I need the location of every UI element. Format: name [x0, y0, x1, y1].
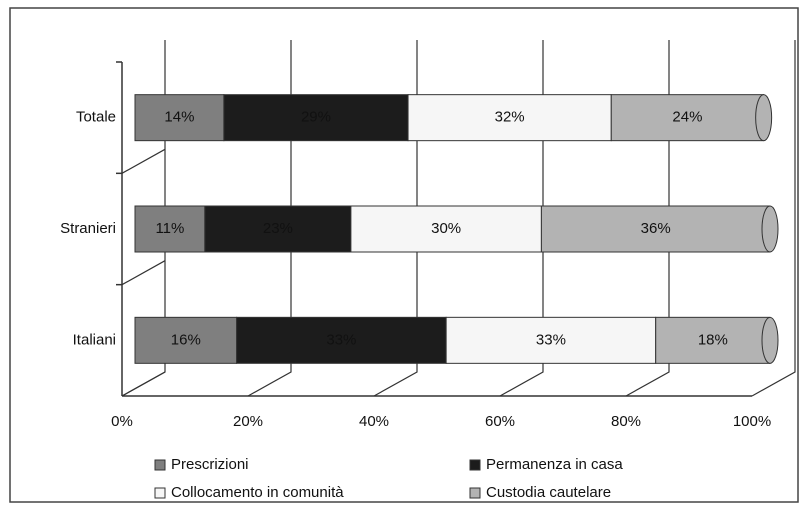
grid-line: [247, 40, 292, 397]
y-tick-label: Totale: [76, 109, 116, 126]
data-label: 33%: [326, 331, 356, 348]
data-label: 29%: [301, 109, 331, 126]
x-tick-label: 100%: [733, 413, 771, 430]
data-label: 30%: [431, 220, 461, 237]
data-label: 33%: [536, 331, 566, 348]
bar-segment: [445, 316, 657, 364]
grid-line: [751, 40, 796, 397]
bar-segment: [655, 316, 771, 364]
x-tick-label: 60%: [485, 413, 515, 430]
grid-line: [373, 40, 418, 397]
bar-segment: [407, 94, 612, 142]
floor-line: [121, 148, 166, 174]
data-label: 11%: [155, 220, 184, 237]
x-tick-label: 80%: [611, 413, 641, 430]
data-label: 18%: [698, 331, 728, 348]
legend-label: Collocamento in comunità: [171, 484, 344, 501]
data-label: 23%: [263, 220, 293, 237]
bar-segment: [610, 94, 765, 142]
legend-swatch: [469, 459, 481, 471]
chart-border: [9, 7, 799, 503]
y-tick-label: Italiani: [73, 331, 116, 348]
data-label: 36%: [641, 220, 671, 237]
y-tick-label: Stranieri: [60, 220, 116, 237]
legend-label: Prescrizioni: [171, 456, 249, 473]
bar-segment: [540, 205, 771, 253]
bar-cap: [755, 94, 773, 142]
x-tick-label: 0%: [111, 413, 133, 430]
grid-line: [625, 40, 670, 397]
data-label: 24%: [672, 109, 702, 126]
legend-swatch: [154, 487, 166, 499]
legend-label: Custodia cautelare: [486, 484, 611, 501]
bar-cap: [761, 205, 779, 253]
floor-line: [121, 371, 166, 397]
grid-line: [499, 40, 544, 397]
floor-line: [121, 260, 166, 286]
legend-label: Permanenza in casa: [486, 456, 623, 473]
bar-cap: [761, 316, 779, 364]
bar-segment: [236, 316, 447, 364]
bar-segment: [134, 205, 206, 253]
x-tick-label: 20%: [233, 413, 263, 430]
data-label: 16%: [171, 331, 201, 348]
data-label: 14%: [164, 109, 194, 126]
data-label: 32%: [495, 109, 525, 126]
legend-swatch: [154, 459, 166, 471]
x-tick-label: 40%: [359, 413, 389, 430]
legend-swatch: [469, 487, 481, 499]
